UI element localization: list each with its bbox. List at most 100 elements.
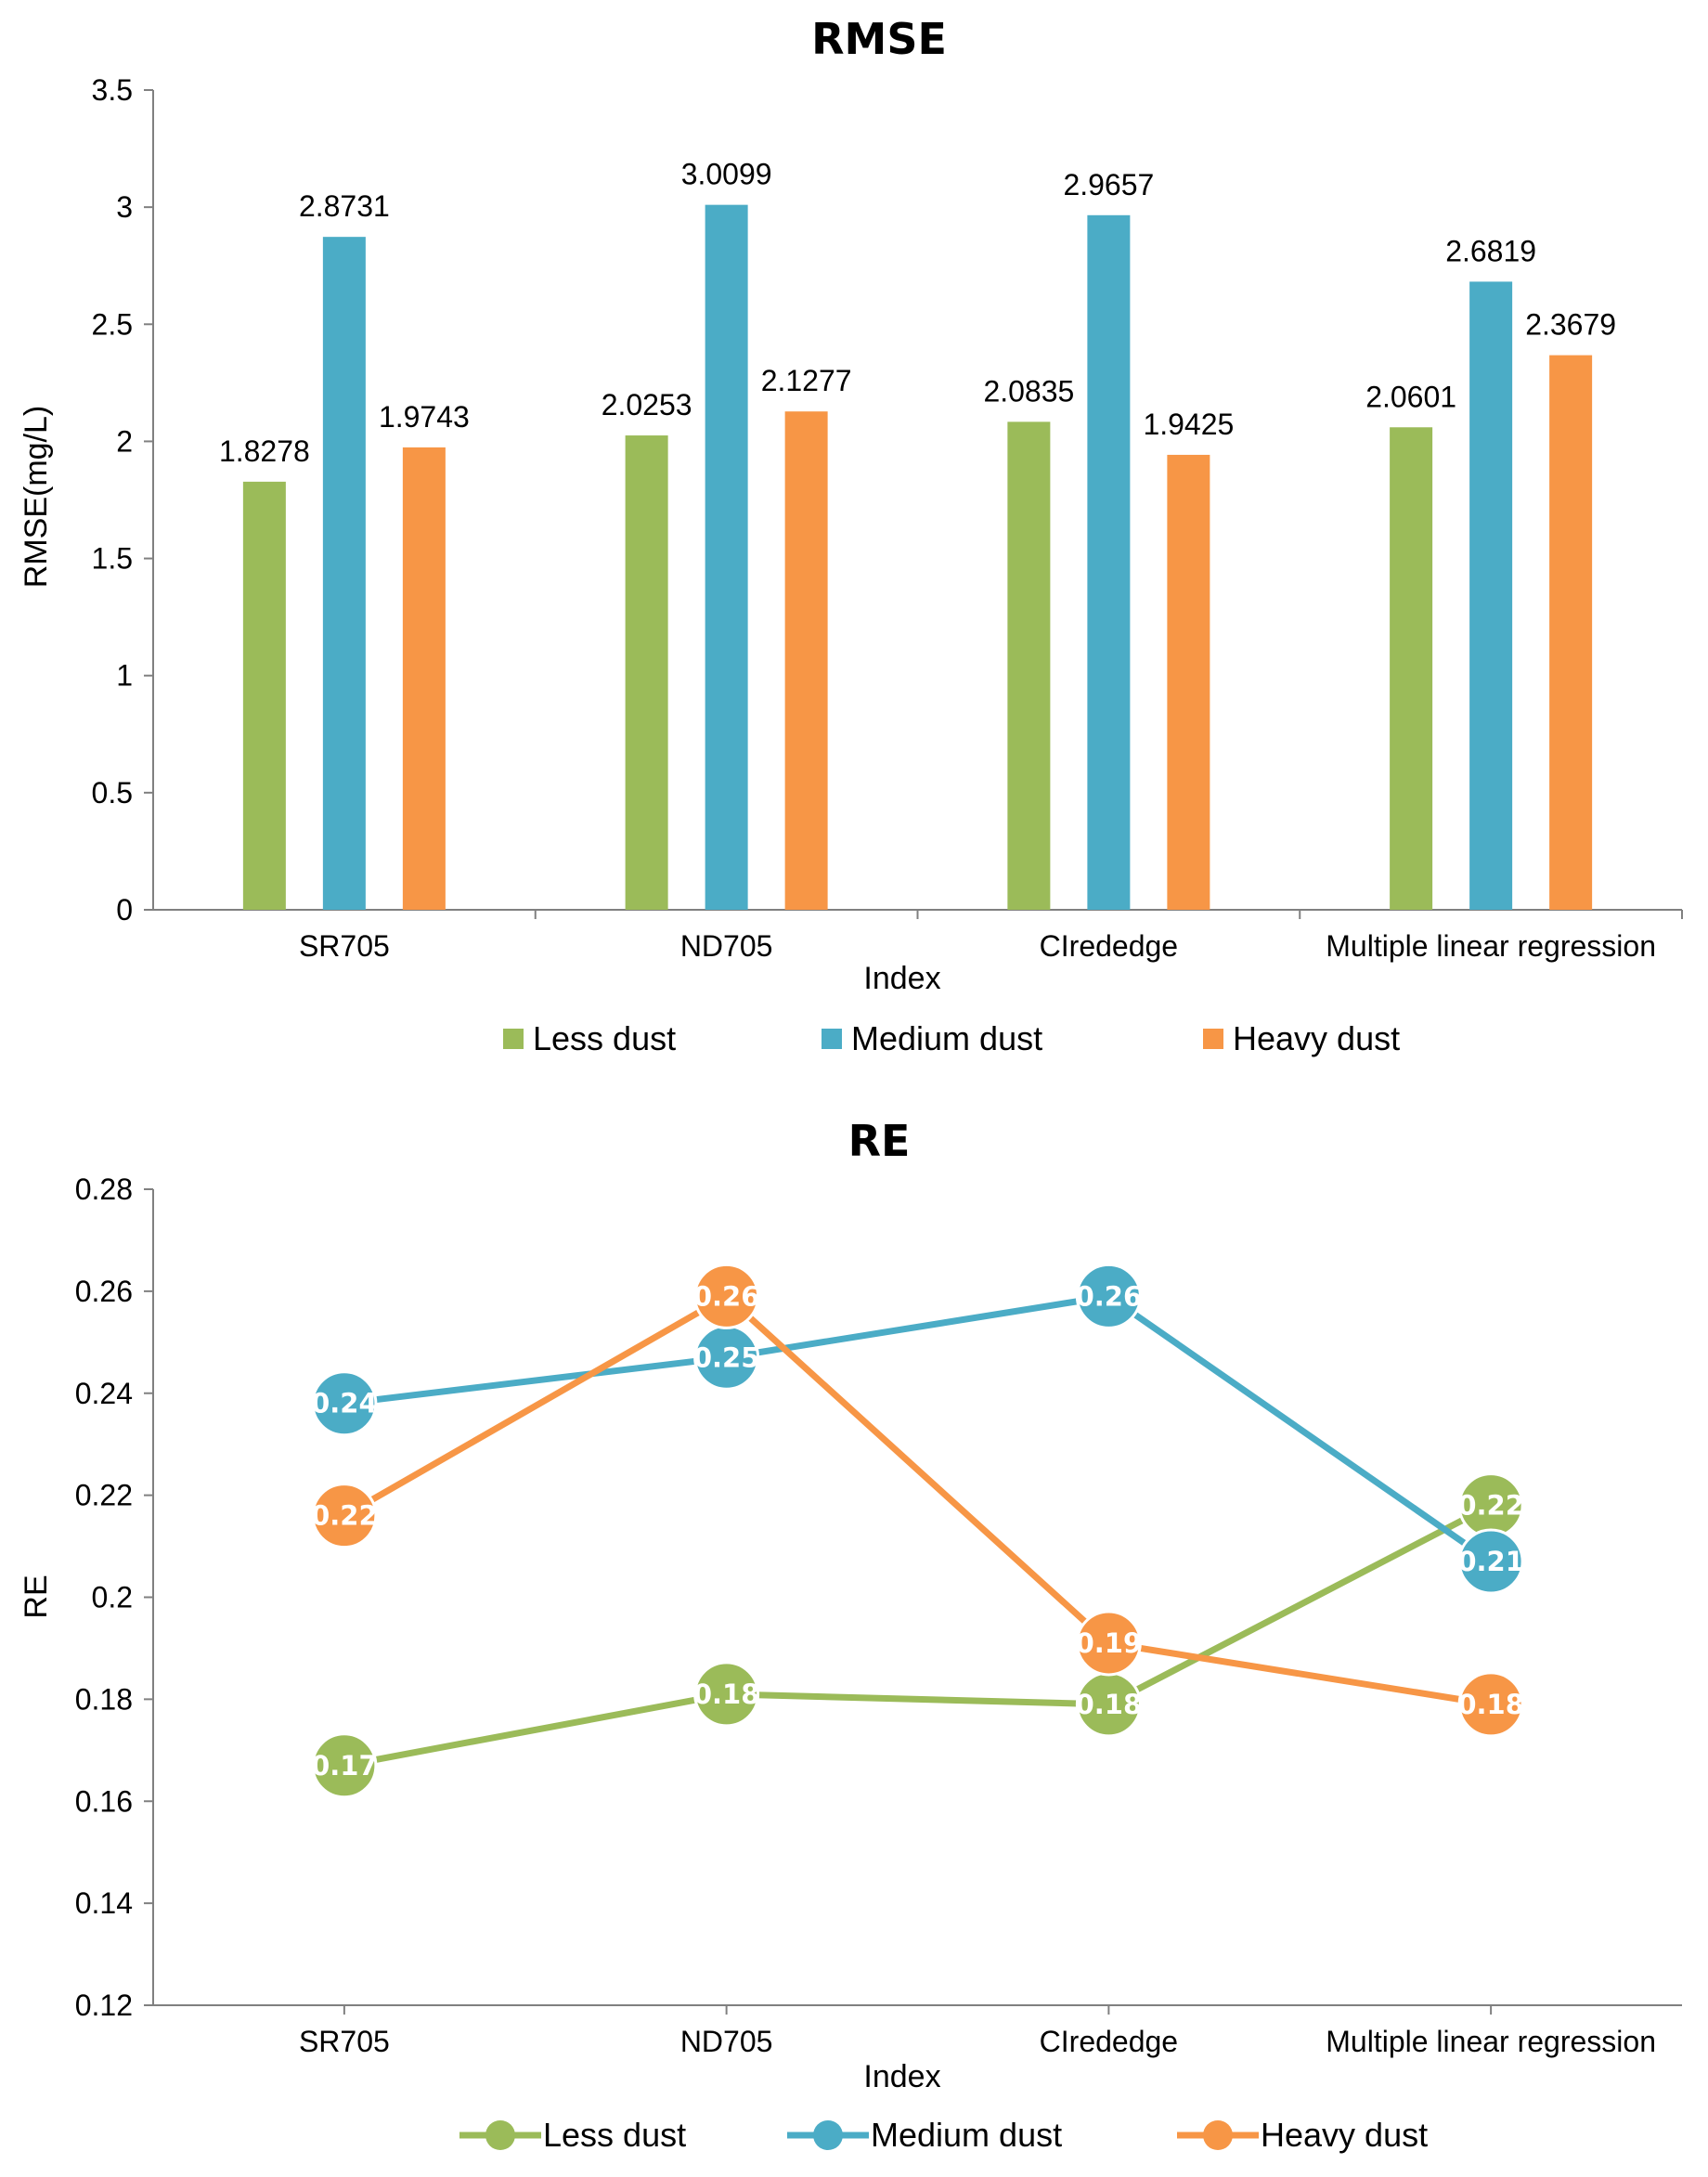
rmse-x-tick-label-cirededge: CIrededge xyxy=(1040,929,1178,963)
rmse-data-label: 2.0601 xyxy=(1365,380,1456,413)
re-x-tick-label-nd705: ND705 xyxy=(680,2025,773,2058)
re-y-tick-label: 0.2 xyxy=(92,1581,133,1614)
rmse-data-label: 2.8731 xyxy=(299,189,390,223)
re-marker-heavy-dust-nd705 xyxy=(693,1263,760,1329)
re-y-tick-label: 0.22 xyxy=(75,1479,133,1512)
re-point-label: 0.18 xyxy=(693,1678,760,1710)
re-x-tick-label-multiple-linear-regression: Multiple linear regression xyxy=(1326,2025,1656,2058)
re-line-medium-dust xyxy=(343,1292,1494,1564)
re-y-tick-label: 0.24 xyxy=(75,1377,133,1410)
re-marker-less-dust-nd705 xyxy=(693,1661,760,1728)
rmse-bar-less-dust-multiple-linear-regression xyxy=(1390,427,1433,910)
rmse-y-tick-label: 2 xyxy=(116,424,133,458)
rmse-axes: 0 0.5 1 1.5 2 2.5 3 3.5 SR705 ND705 CIrededge Multi… xyxy=(92,73,1683,963)
rmse-bar-medium-dust-nd705 xyxy=(705,204,748,910)
re-marker-heavy-dust-sr705 xyxy=(311,1483,378,1549)
re-marker-medium-dust-cirededge xyxy=(1075,1263,1142,1329)
rmse-bars: 1.8278 2.0253 2.0835 2.0601 2.8731 3.0099 2.96… xyxy=(219,158,1616,911)
re-point-label: 0.22 xyxy=(1457,1490,1524,1522)
re-y-tick-label: 0.26 xyxy=(75,1275,133,1308)
re-y-axis-label: RE xyxy=(19,1574,54,1618)
legend-label-medium-dust: Medium dust xyxy=(851,1019,1042,1057)
rmse-bar-heavy-dust-sr705 xyxy=(402,447,446,910)
rmse-y-tick-label: 3.5 xyxy=(92,73,133,107)
re-point-label: 0.21 xyxy=(1457,1546,1524,1577)
re-point-label: 0.25 xyxy=(693,1341,760,1373)
re-marker-less-dust-sr705 xyxy=(311,1732,378,1799)
rmse-data-label: 3.0099 xyxy=(681,158,772,191)
rmse-bar-less-dust-nd705 xyxy=(625,435,668,910)
re-y-tick-label: 0.14 xyxy=(75,1886,133,1920)
legend-label-less-dust: Less dust xyxy=(533,1019,676,1057)
rmse-y-tick-label: 0 xyxy=(116,893,133,927)
re-marker-medium-dust-multiple-linear-regression xyxy=(1457,1528,1524,1595)
re-marker-heavy-dust-multiple-linear-regression xyxy=(1457,1671,1524,1738)
re-point-label: 0.18 xyxy=(1076,1689,1143,1720)
rmse-y-tick-label: 3 xyxy=(116,190,133,224)
rmse-bar-less-dust-sr705 xyxy=(242,481,286,910)
rmse-data-label: 1.8278 xyxy=(219,434,310,468)
re-line-chart: RE RE Index 0.120.140.160.180.20.220.240… xyxy=(19,1116,1682,2154)
re-x-axis-label: Index xyxy=(863,2059,940,2094)
rmse-y-tick-label: 0.5 xyxy=(92,776,133,810)
rmse-data-label: 2.0835 xyxy=(983,374,1074,408)
rmse-data-label: 2.6819 xyxy=(1445,234,1536,267)
legend-marker-heavy-dust xyxy=(1203,2120,1233,2150)
re-point-label: 0.24 xyxy=(311,1388,378,1419)
rmse-bar-medium-dust-cirededge xyxy=(1087,214,1131,910)
legend-swatch-medium-dust xyxy=(822,1029,842,1049)
rmse-bar-heavy-dust-multiple-linear-regression xyxy=(1549,355,1593,910)
re-x-tick-label-sr705: SR705 xyxy=(299,2025,390,2058)
rmse-x-tick-label-multiple-linear-regression: Multiple linear regression xyxy=(1326,929,1656,963)
legend-label-less-dust: Less dust xyxy=(543,2116,686,2154)
rmse-y-tick-label: 1.5 xyxy=(92,542,133,576)
rmse-data-label: 2.3679 xyxy=(1525,308,1616,342)
rmse-data-label: 1.9743 xyxy=(379,400,470,434)
rmse-x-tick-label-sr705: SR705 xyxy=(299,929,390,963)
rmse-x-tick-label-nd705: ND705 xyxy=(680,929,773,963)
re-chart-title: RE xyxy=(848,1116,911,1166)
rmse-legend: Less dust Medium dust Heavy dust xyxy=(503,1019,1400,1057)
re-legend: Less dust Medium dust Heavy dust xyxy=(459,2116,1428,2154)
legend-label-medium-dust: Medium dust xyxy=(871,2116,1062,2154)
re-axes: 0.12 0.14 0.16 0.18 0.2 0.22 0.24 0.26 0.28 SR705… xyxy=(75,1173,1682,2058)
rmse-y-tick-label: 1 xyxy=(116,659,133,693)
rmse-data-label: 2.0253 xyxy=(602,388,692,421)
legend-label-heavy-dust: Heavy dust xyxy=(1261,2116,1428,2154)
legend-marker-medium-dust xyxy=(813,2120,843,2150)
re-lines: 0.17 0.18 0.18 0.22 0.24 0.25 0.26 0.21 0.22 0.26… xyxy=(311,1263,1524,1799)
re-y-tick-label: 0.18 xyxy=(75,1682,133,1716)
rmse-chart-title: RMSE xyxy=(811,14,947,64)
re-point-label: 0.26 xyxy=(693,1280,760,1312)
rmse-y-axis-label: RMSE(mg/L) xyxy=(19,406,54,588)
rmse-data-label: 1.9425 xyxy=(1143,408,1234,441)
re-line-heavy-dust xyxy=(343,1292,1492,1708)
re-point-label: 0.22 xyxy=(311,1500,378,1532)
re-point-label: 0.26 xyxy=(1076,1280,1143,1312)
rmse-bar-less-dust-cirededge xyxy=(1007,421,1051,911)
re-y-tick-label: 0.28 xyxy=(75,1173,133,1206)
re-x-tick-label-cirededge: CIrededge xyxy=(1040,2025,1178,2058)
rmse-bar-medium-dust-multiple-linear-regression xyxy=(1469,281,1513,911)
rmse-bar-heavy-dust-nd705 xyxy=(784,411,828,911)
re-line-less-dust xyxy=(343,1502,1493,1769)
rmse-x-axis-label: Index xyxy=(863,961,940,996)
re-y-tick-label: 0.12 xyxy=(75,1989,133,2022)
legend-label-heavy-dust: Heavy dust xyxy=(1233,1019,1400,1057)
rmse-bar-chart: RMSE RMSE(mg/L) Index 0 0.5 1 1.5 2 2.5 3 3.5 SR… xyxy=(19,14,1683,1057)
legend-swatch-heavy-dust xyxy=(1203,1029,1223,1049)
rmse-data-label: 2.1277 xyxy=(761,364,852,397)
re-marker-medium-dust-sr705 xyxy=(311,1370,378,1437)
legend-swatch-less-dust xyxy=(503,1029,524,1049)
rmse-data-label: 2.9657 xyxy=(1063,168,1154,201)
legend-marker-less-dust xyxy=(485,2120,515,2150)
re-marker-heavy-dust-cirededge xyxy=(1075,1610,1142,1677)
re-point-label: 0.17 xyxy=(311,1750,378,1782)
re-point-label: 0.19 xyxy=(1076,1627,1143,1659)
rmse-bar-heavy-dust-cirededge xyxy=(1167,454,1210,910)
rmse-y-tick-label: 2.5 xyxy=(92,307,133,341)
re-y-tick-label: 0.16 xyxy=(75,1784,133,1818)
re-point-label: 0.18 xyxy=(1457,1689,1524,1720)
rmse-bar-medium-dust-sr705 xyxy=(322,237,366,911)
